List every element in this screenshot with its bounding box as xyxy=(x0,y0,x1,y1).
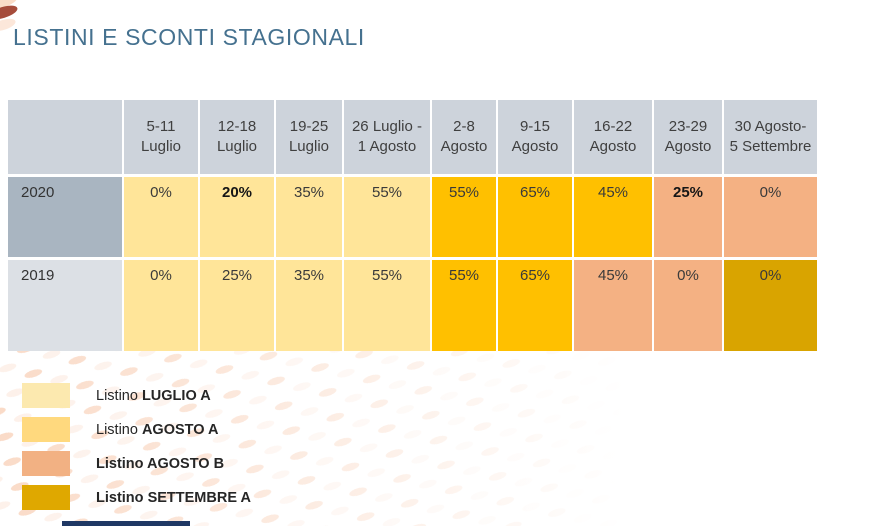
legend-label: Listino LUGLIO A xyxy=(96,387,211,404)
discount-cell: 0% xyxy=(124,177,198,257)
discount-cell: 55% xyxy=(344,260,430,351)
discount-cell: 25% xyxy=(200,260,274,351)
discount-cell: 0% xyxy=(724,177,817,257)
legend-item: Listino AGOSTO B xyxy=(22,451,251,476)
column-header: 2-8 Agosto xyxy=(432,100,496,174)
header-row: 5-11 Luglio 12-18 Luglio 19-25 Luglio 26 Lu… xyxy=(8,100,817,174)
table-row-2019: 2019 0% 25% 35% 55% 55% 65% 45% 0% 0% xyxy=(8,260,817,351)
legend-swatch xyxy=(22,485,70,510)
corner-decoration xyxy=(0,0,20,13)
year-label: 2020 xyxy=(8,177,122,257)
legend: Listino LUGLIO A Listino AGOSTO A Listino … xyxy=(22,383,251,519)
column-header: 26 Luglio - 1 Agosto xyxy=(344,100,430,174)
legend-label: Listino AGOSTO B xyxy=(96,455,225,472)
legend-label: Listino SETTEMBRE A xyxy=(96,489,251,506)
column-header: 19-25 Luglio xyxy=(276,100,342,174)
column-header: 12-18 Luglio xyxy=(200,100,274,174)
discount-cell: 45% xyxy=(574,177,652,257)
column-header: 30 Agosto- 5 Settembre xyxy=(724,100,817,174)
legend-swatch xyxy=(22,383,70,408)
discount-cell: 65% xyxy=(498,260,572,351)
discount-cell: 65% xyxy=(498,177,572,257)
discount-cell: 25% xyxy=(654,177,722,257)
year-label: 2019 xyxy=(8,260,122,351)
legend-item: Listino AGOSTO A xyxy=(22,417,251,442)
discount-cell: 45% xyxy=(574,260,652,351)
discount-cell: 0% xyxy=(724,260,817,351)
legend-swatch xyxy=(22,451,70,476)
corner-decoration xyxy=(0,2,19,23)
column-header: 23-29 Agosto xyxy=(654,100,722,174)
legend-label: Listino AGOSTO A xyxy=(96,421,219,438)
discount-cell: 0% xyxy=(654,260,722,351)
discount-cell: 35% xyxy=(276,177,342,257)
legend-swatch xyxy=(22,417,70,442)
table-row-2020: 2020 0% 20% 35% 55% 55% 65% 45% 25% 0% xyxy=(8,177,817,257)
page-title: LISTINI E SCONTI STAGIONALI xyxy=(13,24,365,50)
legend-item: Listino SETTEMBRE A xyxy=(22,485,251,510)
column-header: 9-15 Agosto xyxy=(498,100,572,174)
column-header: 16-22 Agosto xyxy=(574,100,652,174)
discount-table: 5-11 Luglio 12-18 Luglio 19-25 Luglio 26 Lu… xyxy=(8,100,817,354)
footer-bar xyxy=(62,521,190,526)
legend-item: Listino LUGLIO A xyxy=(22,383,251,408)
discount-cell: 0% xyxy=(124,260,198,351)
discount-cell: 55% xyxy=(344,177,430,257)
discount-cell: 55% xyxy=(432,177,496,257)
corner-cell xyxy=(8,100,122,174)
discount-cell: 35% xyxy=(276,260,342,351)
discount-cell: 20% xyxy=(200,177,274,257)
column-header: 5-11 Luglio xyxy=(124,100,198,174)
discount-cell: 55% xyxy=(432,260,496,351)
